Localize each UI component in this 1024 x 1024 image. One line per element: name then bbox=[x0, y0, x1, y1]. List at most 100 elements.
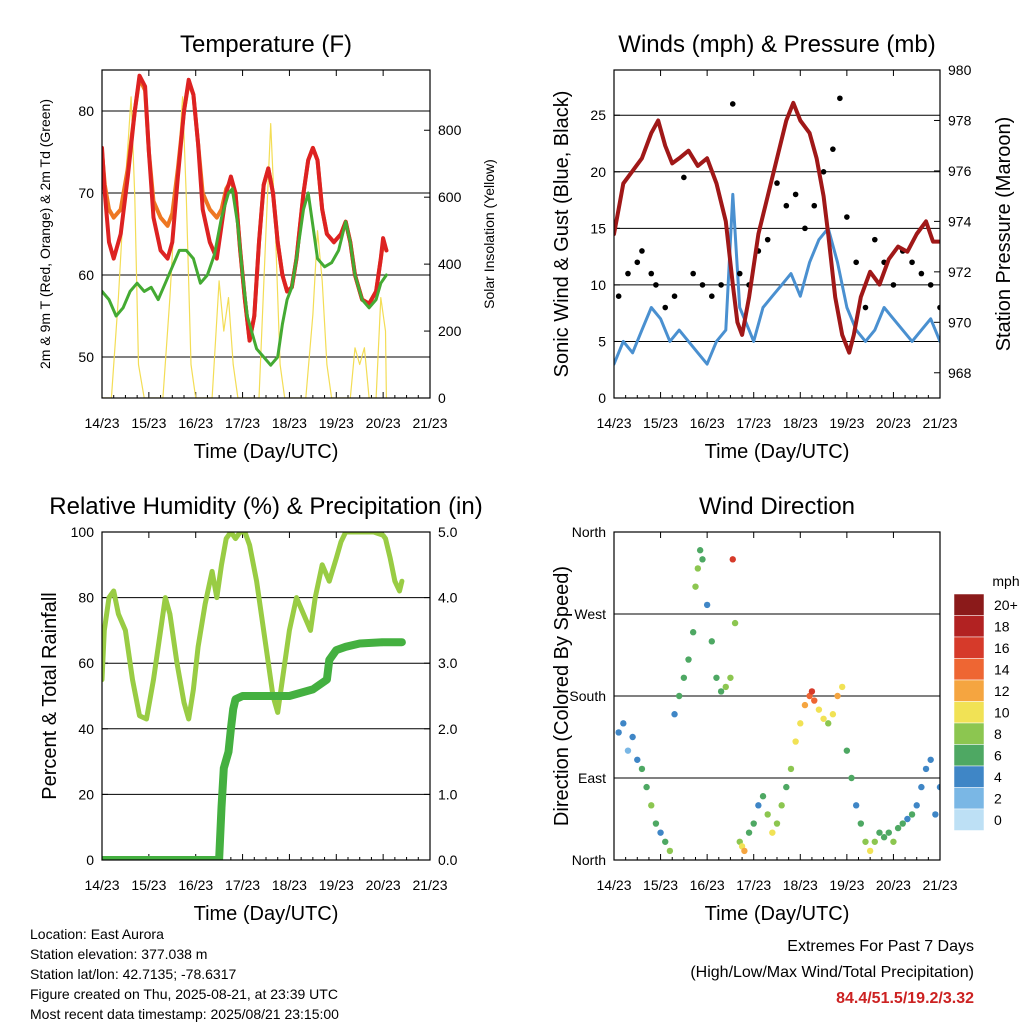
direction-point bbox=[876, 829, 883, 836]
direction-point bbox=[839, 683, 846, 691]
gust-point bbox=[625, 270, 631, 277]
direction-point bbox=[648, 802, 655, 809]
y-axis-label: Sonic Wind & Gust (Blue, Black) bbox=[551, 91, 573, 378]
direction-point bbox=[885, 829, 892, 836]
direction-point bbox=[671, 711, 678, 718]
gust-point bbox=[872, 236, 878, 243]
y-tick-label: 25 bbox=[590, 107, 606, 123]
x-tick-label: 14/23 bbox=[596, 415, 631, 431]
gust-point bbox=[774, 180, 780, 186]
direction-point bbox=[722, 683, 729, 691]
x-tick-label: 18/23 bbox=[272, 415, 307, 431]
colorbar-swatch bbox=[953, 701, 985, 724]
x-tick-label: 15/23 bbox=[131, 877, 166, 893]
direction-point bbox=[755, 802, 762, 809]
colorbar-label: 6 bbox=[994, 747, 1002, 763]
colorbar-label: 12 bbox=[994, 683, 1010, 699]
series-relative-humidity bbox=[102, 532, 405, 722]
direction-point bbox=[629, 733, 636, 741]
y2-axis-label: Solar Insolation (Yellow) bbox=[481, 159, 497, 309]
direction-point bbox=[741, 847, 748, 855]
gust-point bbox=[909, 259, 915, 266]
colorbar-label: 2 bbox=[994, 790, 1002, 806]
plot-area bbox=[614, 95, 940, 366]
y-tick-label: 80 bbox=[78, 103, 94, 119]
x-tick-label: 21/23 bbox=[922, 877, 957, 893]
direction-point bbox=[857, 820, 865, 827]
direction-point bbox=[808, 688, 816, 695]
colorbar-swatch bbox=[953, 636, 985, 659]
direction-point bbox=[773, 820, 781, 827]
direction-point bbox=[638, 765, 646, 773]
colorbar-label: 14 bbox=[994, 661, 1010, 677]
gust-point bbox=[927, 282, 934, 288]
direction-point bbox=[787, 765, 795, 773]
plot-frame bbox=[613, 69, 941, 399]
y2-tick-label: 2.0 bbox=[438, 721, 458, 737]
y-tick-label: 50 bbox=[78, 349, 94, 365]
gust-point bbox=[862, 304, 869, 311]
series-station-pressure bbox=[614, 100, 940, 355]
y-tick-label: 5 bbox=[598, 333, 606, 349]
gust-point bbox=[853, 259, 859, 266]
colorbar-label: 18 bbox=[994, 618, 1010, 634]
colorbar-swatch bbox=[953, 787, 985, 810]
y2-tick-label: 400 bbox=[438, 256, 462, 272]
direction-point bbox=[634, 756, 641, 763]
gust-point bbox=[764, 236, 771, 243]
direction-point bbox=[666, 847, 674, 855]
x-tick-label: 20/23 bbox=[366, 415, 401, 431]
direction-point bbox=[685, 656, 692, 663]
x-tick-label: 14/23 bbox=[84, 877, 119, 893]
extremes-title: Extremes For Past 7 Days bbox=[787, 938, 974, 955]
x-tick-label: 19/23 bbox=[829, 877, 864, 893]
x-axis-label: Time (Day/UTC) bbox=[194, 441, 339, 463]
direction-point bbox=[801, 701, 809, 709]
direction-point bbox=[936, 783, 940, 791]
y2-tick-label: 4.0 bbox=[438, 590, 458, 606]
direction-point bbox=[932, 811, 939, 818]
direction-point bbox=[769, 829, 776, 836]
direction-point bbox=[708, 638, 715, 645]
y-tick-label: South bbox=[569, 688, 606, 704]
y2-tick-label: 978 bbox=[948, 112, 972, 128]
y-tick-label: 100 bbox=[71, 524, 95, 540]
y2-tick-label: 970 bbox=[948, 314, 972, 330]
y2-tick-label: 980 bbox=[948, 62, 972, 78]
gust-point bbox=[615, 293, 622, 300]
y2-tick-label: 1.0 bbox=[438, 786, 458, 802]
station-latlon: Station lat/lon: 42.7135; -78.6317 bbox=[30, 966, 237, 982]
x-tick-label: 20/23 bbox=[876, 415, 911, 431]
direction-point bbox=[890, 838, 897, 845]
colorbar-label: 4 bbox=[994, 769, 1002, 785]
panel-temperature: Temperature (F)50607080020040060080014/2… bbox=[37, 31, 497, 463]
direction-point bbox=[918, 783, 925, 791]
x-tick-label: 20/23 bbox=[366, 877, 401, 893]
y2-tick-label: 974 bbox=[948, 213, 972, 229]
direction-point bbox=[894, 824, 902, 832]
plot-area bbox=[615, 547, 940, 855]
y2-tick-label: 3.0 bbox=[438, 655, 458, 671]
series-solar-insolation bbox=[102, 96, 387, 398]
direction-point bbox=[680, 674, 688, 681]
x-tick-label: 19/23 bbox=[829, 415, 864, 431]
direction-point bbox=[913, 802, 920, 809]
direction-point bbox=[792, 738, 799, 745]
y-tick-label: 15 bbox=[590, 220, 606, 236]
y-axis-label: Percent & Total Rainfall bbox=[39, 592, 61, 800]
direction-point bbox=[694, 565, 702, 572]
chart-title: Temperature (F) bbox=[180, 31, 352, 58]
colorbar-title: mph bbox=[992, 573, 1019, 589]
x-tick-label: 20/23 bbox=[876, 877, 911, 893]
direction-point bbox=[899, 820, 906, 827]
y-tick-label: West bbox=[574, 606, 606, 622]
x-tick-label: 16/23 bbox=[178, 877, 213, 893]
colorbar-swatch bbox=[953, 744, 985, 767]
x-tick-label: 17/23 bbox=[736, 877, 771, 893]
gust-point bbox=[937, 304, 940, 311]
x-axis-label: Time (Day/UTC) bbox=[194, 903, 339, 925]
direction-point bbox=[880, 834, 888, 841]
x-tick-label: 18/23 bbox=[272, 877, 307, 893]
panel-humidity: Relative Humidity (%) & Precipitation (i… bbox=[39, 493, 483, 925]
